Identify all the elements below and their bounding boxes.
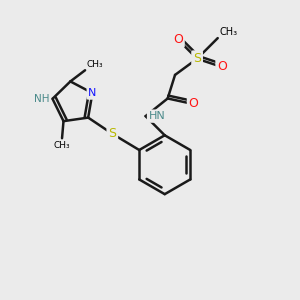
Text: CH₃: CH₃ (54, 141, 70, 150)
Text: O: O (189, 97, 199, 110)
Text: CH₃: CH₃ (87, 60, 103, 69)
Text: NH: NH (34, 94, 50, 104)
Text: S: S (193, 52, 201, 65)
Text: N: N (88, 88, 97, 98)
Text: CH₃: CH₃ (219, 27, 237, 37)
Text: O: O (173, 33, 183, 46)
Text: S: S (108, 127, 116, 140)
Text: O: O (217, 60, 227, 73)
Text: HN: HN (148, 111, 165, 121)
